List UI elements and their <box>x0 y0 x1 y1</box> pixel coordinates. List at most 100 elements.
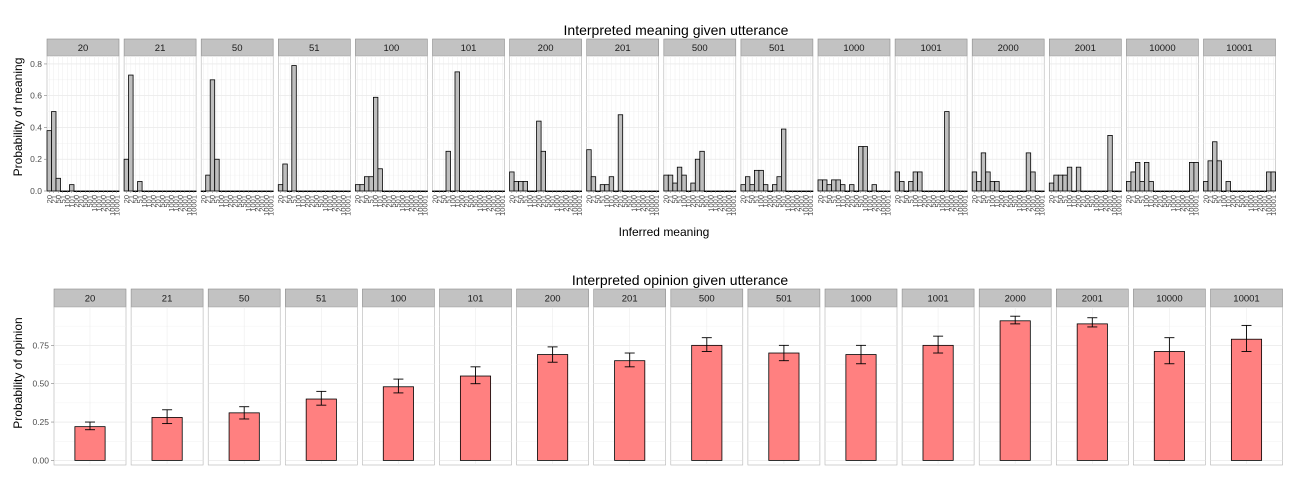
x-tick-label: 501 <box>1165 195 1174 208</box>
x-tick-label: 2001 <box>103 195 112 212</box>
meaning-facet-10001: 10001 20215051100101200201500501100010012… <box>1201 38 1278 216</box>
opinion-facet-501: 501 <box>747 288 821 466</box>
bar <box>1216 160 1222 192</box>
facet-label: 21 <box>155 43 166 54</box>
meaning-facet-100: 1002021505110010120020150050110001001200… <box>353 38 430 216</box>
x-tick-label: 1000 <box>1169 195 1178 212</box>
facet-label: 2001 <box>1075 43 1096 54</box>
x-tick-label: 2000 <box>99 195 108 212</box>
x-tick-label: 100 <box>448 195 457 208</box>
x-tick-label: 10001 <box>652 195 661 216</box>
x-tick-label: 2000 <box>407 195 416 212</box>
bar <box>999 320 1031 461</box>
meaning-facet-10000: 10000 20215051100101200201500501100010012… <box>1124 38 1201 216</box>
x-tick-label: 2000 <box>947 195 956 212</box>
x-tick-label: 20 <box>970 195 979 203</box>
x-tick-label: 20 <box>1201 195 1210 203</box>
x-tick-label: 1000 <box>321 195 330 212</box>
x-tick-label: 201 <box>153 195 162 208</box>
x-tick-label: 500 <box>929 195 938 208</box>
x-tick-label: 10000 <box>570 195 579 216</box>
x-tick-label: 50 <box>1133 195 1142 203</box>
x-tick-label: 20 <box>45 195 54 203</box>
x-tick-label: 20 <box>122 195 131 203</box>
facet-label: 51 <box>316 294 327 305</box>
x-tick-label: 200 <box>534 195 543 208</box>
x-tick-label: 101 <box>1070 195 1079 208</box>
x-tick-label: 100 <box>680 195 689 208</box>
x-tick-label: 50 <box>362 195 371 203</box>
x-tick-label: 10000 <box>879 195 888 216</box>
bar <box>690 182 696 192</box>
bar <box>1225 181 1231 192</box>
bar <box>518 181 524 192</box>
bar <box>758 169 764 192</box>
x-tick-label: 200 <box>226 195 235 208</box>
x-tick-label: 10000 <box>956 195 965 216</box>
facet-panel <box>740 55 814 192</box>
x-tick-label: 2000 <box>638 195 647 212</box>
y-axis-label-meaning: Probability of meaning <box>11 58 25 177</box>
x-tick-label: 1001 <box>248 195 257 212</box>
x-tick-label: 201 <box>385 195 394 208</box>
x-tick-label: 10000 <box>108 195 117 216</box>
x-tick-label: 200 <box>766 195 775 208</box>
error-bar <box>470 366 481 385</box>
meaning-facet-20: 2020215051100101200201500501100010012000… <box>45 38 121 216</box>
opinion-facet-100: 100 <box>362 288 435 466</box>
x-tick-label: 100 <box>757 195 766 208</box>
x-tick-label: 101 <box>144 195 153 208</box>
meaning-facet-200: 2002021505110010120020150050110001001200… <box>507 38 584 216</box>
opinion-facet-101: 101 <box>439 288 512 466</box>
bar <box>74 426 106 461</box>
facet-panel <box>355 55 428 192</box>
x-tick-label: 101 <box>607 195 616 208</box>
facet-label: 1001 <box>921 43 942 54</box>
x-tick-label: 500 <box>775 195 784 208</box>
x-tick-label: 1000 <box>167 195 176 212</box>
error-bar <box>933 335 944 354</box>
opinion-facet-1001: 1001 <box>901 288 975 466</box>
x-tick-label: 20 <box>1047 195 1056 203</box>
x-tick-label: 500 <box>466 195 475 208</box>
bar <box>1126 181 1132 192</box>
x-tick-label: 500 <box>1083 195 1092 208</box>
bar <box>617 114 624 192</box>
x-tick-label: 2001 <box>874 195 883 212</box>
bar <box>1230 338 1263 461</box>
x-tick-label: 21 <box>281 195 290 203</box>
x-tick-label: 2001 <box>257 195 266 212</box>
facet-label: 1000 <box>850 294 871 305</box>
bar <box>894 171 900 192</box>
x-tick-label: 501 <box>933 195 942 208</box>
x-tick-label: 501 <box>85 195 94 208</box>
meaning-facets: 2020215051100101200201500501100010012000… <box>45 38 1278 216</box>
x-tick-label: 500 <box>852 195 861 208</box>
bar <box>691 344 723 461</box>
bar <box>912 171 918 192</box>
opinion-facet-20: 20 <box>53 288 127 466</box>
x-tick-label: 100 <box>140 195 149 208</box>
x-tick-label: 200 <box>920 195 929 208</box>
x-tick-label: 21 <box>126 195 135 203</box>
error-bar <box>1087 317 1098 328</box>
bar <box>372 96 379 192</box>
facet-label: 201 <box>622 294 638 305</box>
bar <box>382 386 414 461</box>
x-tick-label: 200 <box>149 195 158 208</box>
bar <box>1148 181 1154 192</box>
x-tick-label: 50 <box>285 195 294 203</box>
x-tick-label: 2000 <box>1255 195 1264 212</box>
x-tick-label: 100 <box>1219 195 1228 208</box>
x-tick-label: 21 <box>1052 195 1061 203</box>
bar <box>835 179 841 192</box>
x-tick-label: 10001 <box>883 195 892 216</box>
bar <box>228 412 260 461</box>
x-tick-label: 10001 <box>960 195 969 216</box>
bar <box>672 182 678 192</box>
bar <box>989 181 996 192</box>
x-tick-label: 500 <box>235 195 244 208</box>
x-tick-label: 10001 <box>1269 195 1278 216</box>
error-bar <box>162 409 173 425</box>
